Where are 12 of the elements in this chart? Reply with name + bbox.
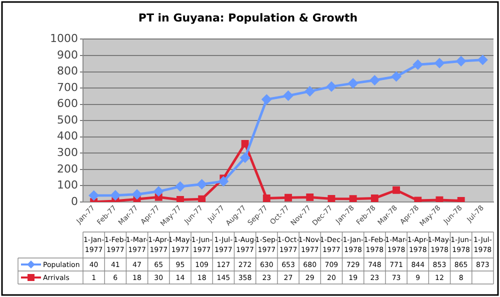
y-tick-label: 700 (57, 80, 78, 94)
y-tick-label: 400 (57, 130, 78, 143)
y-tick-label: 100 (57, 178, 78, 192)
y-tick-label: 300 (57, 146, 78, 160)
y-tick-label: 1000 (50, 32, 78, 46)
y-tick-label: 900 (57, 48, 78, 62)
y-tick-label: 200 (57, 162, 78, 176)
y-tick-label: 0 (71, 194, 78, 208)
y-tick-label: 800 (57, 64, 78, 78)
y-tick-label: 500 (57, 113, 78, 126)
chart-title: PT in Guyana: Population & Growth (138, 11, 358, 24)
y-tick-label: 600 (57, 97, 78, 110)
